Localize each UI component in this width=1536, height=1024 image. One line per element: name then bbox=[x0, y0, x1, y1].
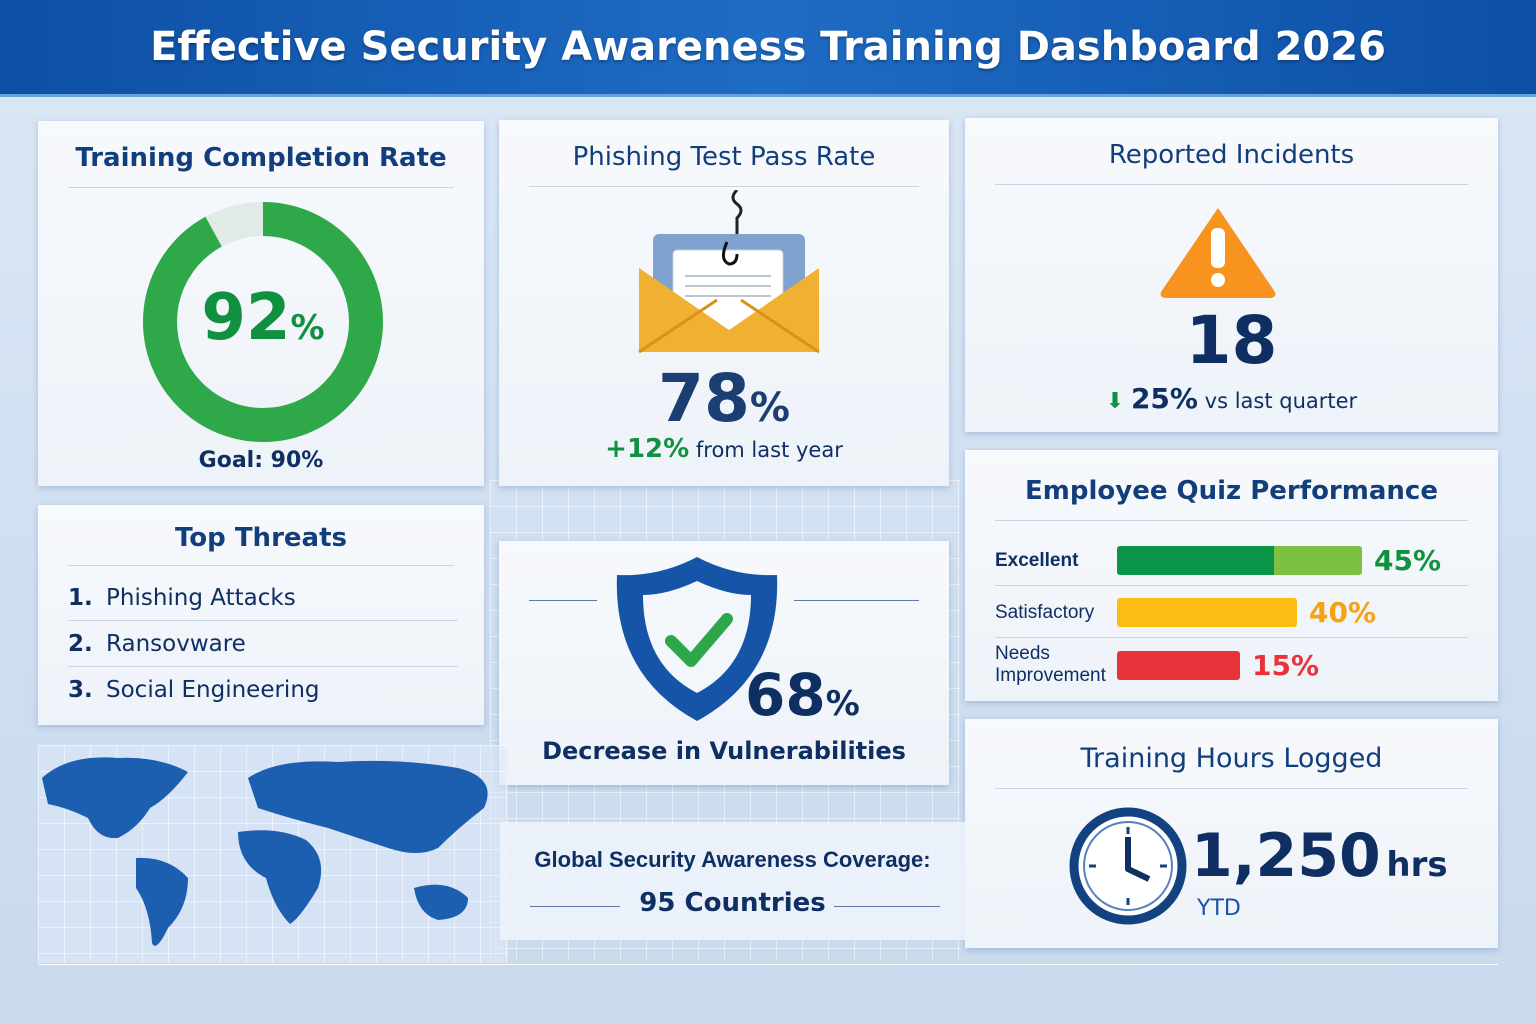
card-title: Phishing Test Pass Rate bbox=[529, 142, 919, 187]
hours-card: Training Hours Logged 1,250 hrs YTD bbox=[965, 719, 1498, 948]
threat-item: 3. Social Engineering bbox=[68, 677, 320, 703]
coverage-value: 95 Countries bbox=[639, 888, 826, 918]
divider bbox=[834, 906, 940, 907]
hours-period: YTD bbox=[1197, 896, 1241, 921]
hours-value: 1,250 hrs bbox=[1191, 821, 1448, 891]
quiz-pct: 45% bbox=[1374, 544, 1442, 577]
completion-value: 92% bbox=[201, 281, 325, 355]
threat-item: 1. Phishing Attacks bbox=[68, 575, 458, 621]
quiz-bar bbox=[1117, 650, 1240, 680]
quiz-row-satisfactory: Satisfactory 40% bbox=[995, 588, 1468, 638]
card-title: Training Hours Logged bbox=[995, 743, 1468, 789]
threat-item: 2. Ransovware bbox=[68, 621, 458, 667]
divider bbox=[529, 600, 597, 601]
divider bbox=[794, 600, 919, 601]
card-title: Employee Quiz Performance bbox=[995, 476, 1468, 521]
vulnerabilities-label: Decrease in Vulnerabilities bbox=[542, 737, 906, 765]
card-title: Top Threats bbox=[68, 523, 454, 566]
shield-check-icon bbox=[616, 557, 778, 721]
card-title: Reported Incidents bbox=[995, 140, 1468, 185]
arrow-down-icon: ⬇ bbox=[1105, 389, 1125, 414]
clock-icon bbox=[1069, 807, 1187, 925]
quiz-pct: 15% bbox=[1252, 648, 1320, 682]
card-title: Training Completion Rate bbox=[68, 143, 454, 188]
quiz-bar bbox=[1117, 598, 1297, 627]
quiz-bar bbox=[1117, 546, 1362, 575]
completion-donut bbox=[143, 202, 383, 442]
quiz-label: Excellent bbox=[995, 549, 1079, 571]
coverage-panel: Global Security Awareness Coverage: 95 C… bbox=[500, 822, 965, 940]
header: Effective Security Awareness Training Da… bbox=[0, 0, 1536, 97]
phishing-email-icon bbox=[638, 190, 820, 354]
incidents-value: 18 bbox=[1185, 302, 1278, 379]
page-title: Effective Security Awareness Training Da… bbox=[150, 24, 1386, 70]
vulnerabilities-card: 68% Decrease in Vulnerabilities bbox=[499, 541, 949, 785]
phishing-card: Phishing Test Pass Rate 78% +12% from la… bbox=[499, 120, 949, 486]
phishing-value: 78% bbox=[658, 360, 790, 437]
coverage-label: Global Security Awareness Coverage: bbox=[534, 847, 931, 872]
completion-goal: Goal: 90% bbox=[198, 448, 324, 473]
completion-card: Training Completion Rate 92% Goal: 90% bbox=[38, 121, 484, 486]
phishing-change: +12% from last year bbox=[605, 434, 843, 464]
quiz-pct: 40% bbox=[1309, 596, 1377, 629]
divider bbox=[38, 964, 1498, 965]
divider bbox=[530, 906, 620, 907]
incidents-card: Reported Incidents 18 ⬇ 25% vs last quar… bbox=[965, 118, 1498, 432]
threats-card: Top Threats 1. Phishing Attacks 2. Ransovw… bbox=[38, 505, 484, 725]
warning-icon bbox=[1160, 208, 1276, 298]
quiz-label: Needs Improvement bbox=[995, 643, 1106, 686]
completion-arc bbox=[143, 202, 383, 442]
quiz-card: Employee Quiz Performance Excellent 45% … bbox=[965, 450, 1498, 701]
incidents-change: ⬇ 25% vs last quarter bbox=[1105, 382, 1358, 415]
quiz-label: Satisfactory bbox=[995, 601, 1095, 623]
vulnerabilities-value: 68% bbox=[745, 661, 860, 729]
world-map-icon bbox=[42, 757, 488, 946]
quiz-row-excellent: Excellent 45% bbox=[995, 536, 1468, 586]
quiz-row-needs-improvement: Needs Improvement 15% bbox=[995, 640, 1468, 690]
